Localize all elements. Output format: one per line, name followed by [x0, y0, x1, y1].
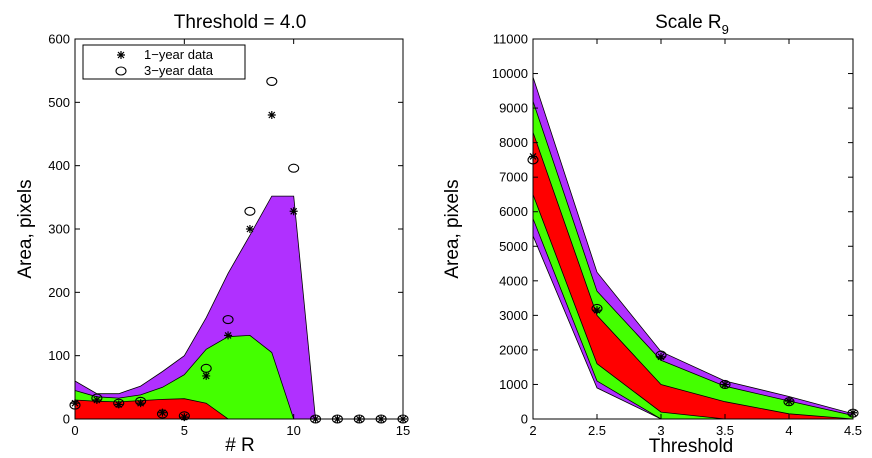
y-tick-label: 8000	[499, 135, 528, 150]
y-tick-label: 11000	[493, 32, 528, 47]
x-tick-label: 2.5	[588, 423, 606, 438]
x-tick-label: 2	[529, 423, 536, 438]
data-point-circle	[135, 396, 147, 406]
y-axis-label: Area, pixels	[442, 179, 463, 278]
axis-ticks: 2 2.5 3 3.5 4 4.5 0 1000 2000 3000 4000 5000 6000 700…	[492, 32, 862, 439]
data-point-star	[92, 396, 101, 404]
chart-title-main: Scale R	[655, 12, 722, 33]
y-tick-label: 0	[63, 412, 70, 427]
area-bands	[532, 76, 854, 420]
x-tick-label: 3.5	[716, 423, 734, 438]
data-point-star	[245, 225, 254, 233]
axis-ticks: 0 5 10 15 0 100 200 300 400 500 600	[48, 32, 410, 439]
data-point-circle	[719, 379, 731, 390]
y-tick-label: 2000	[499, 342, 528, 357]
data-point-circle	[156, 409, 169, 419]
chart-title: Threshold = 4.0	[174, 12, 307, 33]
data-point-circle	[178, 411, 190, 421]
data-point-circle	[288, 163, 300, 173]
y-tick-label: 6000	[499, 204, 528, 219]
data-point-star	[267, 111, 276, 119]
data-point-star	[721, 380, 729, 389]
legend-label-1-year: 1−year data	[144, 47, 214, 62]
data-point-star	[136, 399, 145, 408]
legend-label-3-year: 3−year data	[144, 63, 214, 78]
x-tick-label: 4.5	[844, 423, 862, 438]
legend-circle-marker	[115, 66, 127, 76]
x-axis-label: # R	[225, 435, 255, 456]
area-bands	[74, 195, 403, 420]
y-tick-label: 500	[48, 95, 70, 110]
data-point-circle	[91, 393, 103, 403]
y-tick-label: 200	[48, 285, 70, 300]
data-point-circle	[783, 397, 795, 407]
data-point-star	[224, 331, 233, 340]
chart-scale-r9: Scale R9 Area, pixels Threshold 2 2.5 3 3.5…	[442, 12, 862, 457]
y-tick-label: 300	[48, 222, 70, 237]
x-tick-label: 0	[71, 423, 78, 438]
y-tick-label: 3000	[499, 308, 528, 323]
data-point-circle	[266, 76, 278, 86]
legend: 1−year data 3−year data	[82, 44, 246, 80]
data-point-star	[202, 371, 211, 380]
data-point-circle	[655, 350, 667, 360]
data-point-circle	[244, 206, 256, 216]
data-point-star	[114, 400, 123, 409]
y-tick-label: 4000	[499, 273, 528, 288]
data-point-circle	[113, 398, 125, 408]
y-tick-label: 5000	[499, 239, 528, 254]
y-tick-label: 1000	[499, 377, 528, 392]
plot-frame	[532, 38, 854, 420]
x-tick-label: 15	[396, 423, 410, 438]
data-point-star	[289, 207, 298, 216]
x-tick-label: 5	[181, 423, 188, 438]
data-point-star	[785, 397, 793, 406]
y-tick-label: 9000	[499, 101, 528, 116]
y-tick-label: 100	[48, 348, 70, 363]
x-tick-label: 10	[286, 423, 300, 438]
y-tick-label: 0	[521, 412, 528, 427]
y-tick-label: 10000	[492, 66, 528, 81]
chart-title: Scale R9	[655, 12, 729, 37]
chart-threshold-4: Threshold = 4.0 Area, pixels # R 0 5 10 150…	[15, 12, 410, 456]
chart-title-subscript: 9	[722, 22, 729, 37]
y-axis-label: Area, pixels	[15, 179, 36, 278]
data-point-circle	[222, 315, 234, 325]
data-point-star	[657, 352, 665, 361]
data-point-circle	[200, 363, 212, 373]
legend-box	[82, 44, 246, 80]
x-tick-label: 3	[657, 423, 664, 438]
y-tick-label: 7000	[499, 170, 528, 185]
data-point-star	[593, 306, 601, 315]
legend-star-marker	[117, 51, 125, 59]
data-point-circle	[591, 303, 603, 314]
x-axis-label: Threshold	[649, 436, 734, 457]
x-tick-label: 4	[785, 423, 792, 438]
y-tick-label: 600	[48, 32, 70, 47]
data-point-star	[158, 408, 167, 417]
y-tick-label: 400	[48, 158, 70, 173]
